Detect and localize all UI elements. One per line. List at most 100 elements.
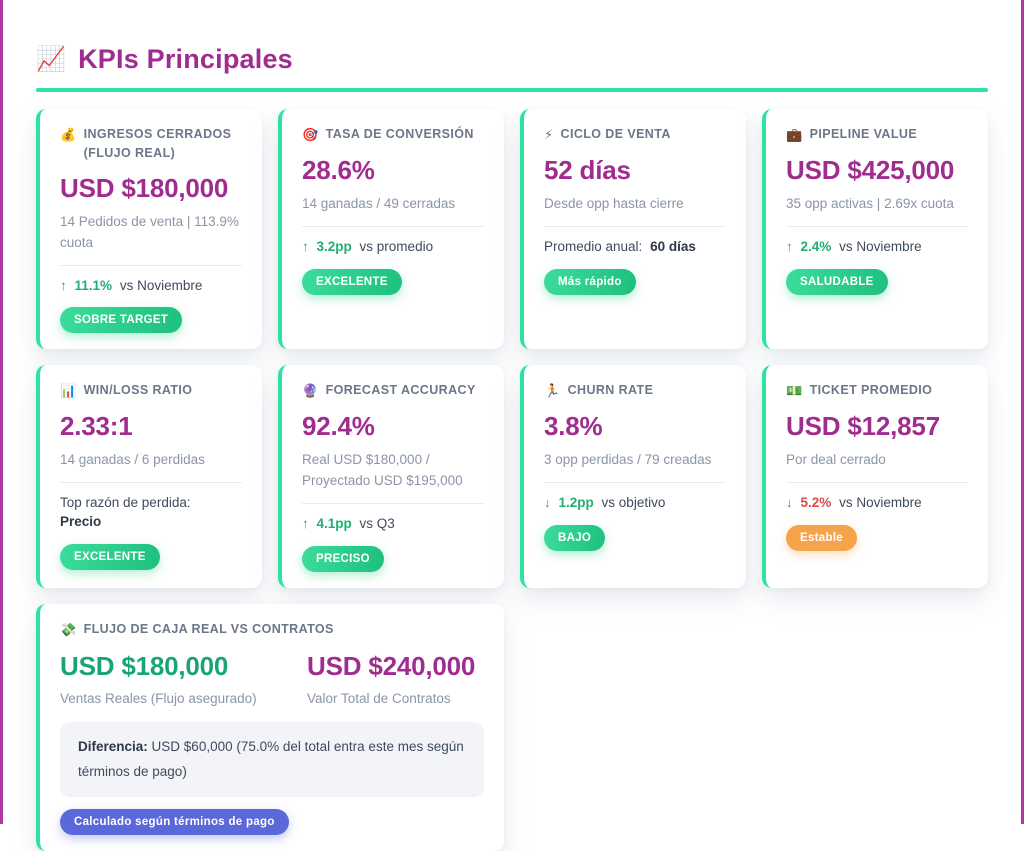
flow-contracts-column: USD $240,000 Valor Total de Contratos (307, 651, 484, 705)
kpi-trend: ↓ 1.2pp vs objetivo (544, 494, 726, 513)
trend-up-arrow-icon: ↑ (60, 278, 67, 293)
divider (302, 503, 484, 504)
kpi-value: 2.33:1 (60, 411, 242, 442)
kpi-card-header: ⚡ CICLO DE VENTA (544, 125, 726, 145)
divider (544, 482, 726, 483)
dashboard-frame: 📈 KPIs Principales 💰 INGRESOS CERRADOS (… (0, 0, 1024, 824)
kpi-value: USD $425,000 (786, 155, 968, 186)
trend-up-arrow-icon: ↑ (302, 516, 309, 531)
kpi-trend: ↑ 4.1pp vs Q3 (302, 515, 484, 534)
trend-comparison: vs Noviembre (120, 278, 203, 293)
divider (544, 226, 726, 227)
kpi-trend: ↓ 5.2% vs Noviembre (786, 494, 968, 513)
kpi-value: 28.6% (302, 155, 484, 186)
status-badge: PRECISO (302, 546, 384, 572)
context-prefix: Top razón de perdida: (60, 495, 191, 510)
kpi-grid: 💰 INGRESOS CERRADOS (FLUJO REAL) USD $18… (36, 109, 988, 851)
trend-value: 11.1% (75, 278, 113, 293)
kpi-label: CICLO DE VENTA (561, 125, 671, 144)
status-badge: EXCELENTE (302, 269, 402, 295)
kpi-subtitle: Desde opp hasta cierre (544, 194, 726, 215)
kpi-label: PIPELINE VALUE (810, 125, 917, 144)
kpi-subtitle: 3 opp perdidas / 79 creadas (544, 450, 726, 471)
divider (60, 265, 242, 266)
kpi-card-header: 💼 PIPELINE VALUE (786, 125, 968, 145)
kpi-card-ingresos-cerrados: 💰 INGRESOS CERRADOS (FLUJO REAL) USD $18… (36, 109, 262, 349)
flow-real-label: Ventas Reales (Flujo asegurado) (60, 691, 307, 706)
money-bag-icon: 💰 (60, 125, 77, 145)
kpi-trend: ↑ 11.1% vs Noviembre (60, 277, 242, 296)
kpi-trend: ↑ 2.4% vs Noviembre (786, 238, 968, 257)
flow-real-value: USD $180,000 (60, 651, 307, 682)
kpi-label: CHURN RATE (568, 381, 654, 400)
trend-value: 4.1pp (317, 516, 352, 531)
trend-up-arrow-icon: ↑ (302, 239, 309, 254)
briefcase-icon: 💼 (786, 125, 803, 145)
kpi-subtitle: 14 Pedidos de venta | 113.9% cuota (60, 212, 242, 254)
page-title: 📈 KPIs Principales (36, 44, 988, 75)
status-badge: Más rápido (544, 269, 636, 295)
kpi-card-win-loss-ratio: 📊 WIN/LOSS RATIO 2.33:1 14 ganadas / 6 p… (36, 365, 262, 587)
trend-value: 1.2pp (559, 495, 594, 510)
trend-comparison: vs Noviembre (839, 239, 922, 254)
kpi-value: 52 días (544, 155, 726, 186)
trend-comparison: vs Q3 (360, 516, 395, 531)
flow-real-column: USD $180,000 Ventas Reales (Flujo asegur… (60, 651, 307, 705)
chart-increasing-icon: 📈 (36, 45, 66, 74)
trend-comparison: vs objetivo (602, 495, 666, 510)
kpi-trend: ↑ 3.2pp vs promedio (302, 238, 484, 257)
kpi-label: FLUJO DE CAJA REAL VS CONTRATOS (84, 620, 334, 639)
kpi-context: Top razón de perdida: Precio (60, 494, 242, 532)
dart-target-icon: 🎯 (302, 125, 319, 145)
trend-value: 3.2pp (317, 239, 352, 254)
money-with-wings-icon: 💸 (60, 620, 77, 640)
page-title-text: KPIs Principales (78, 44, 293, 75)
kpi-value: USD $12,857 (786, 411, 968, 442)
kpi-card-pipeline-value: 💼 PIPELINE VALUE USD $425,000 35 opp act… (762, 109, 988, 349)
banknote-icon: 💵 (786, 381, 803, 401)
kpi-card-header: 💰 INGRESOS CERRADOS (FLUJO REAL) (60, 125, 242, 163)
status-badge: SALUDABLE (786, 269, 888, 295)
runner-icon: 🏃 (544, 381, 561, 401)
kpi-card-ticket-promedio: 💵 TICKET PROMEDIO USD $12,857 Por deal c… (762, 365, 988, 587)
status-badge: BAJO (544, 525, 605, 551)
context-highlight: 60 días (650, 239, 696, 254)
kpi-label: INGRESOS CERRADOS (FLUJO REAL) (84, 125, 242, 163)
kpi-value: USD $180,000 (60, 173, 242, 204)
kpi-label: WIN/LOSS RATIO (84, 381, 193, 400)
divider (786, 482, 968, 483)
kpi-card-header: 🔮 FORECAST ACCURACY (302, 381, 484, 401)
trend-comparison: vs Noviembre (839, 495, 922, 510)
divider (786, 226, 968, 227)
kpi-context: Promedio anual: 60 días (544, 238, 726, 257)
kpi-card-churn-rate: 🏃 CHURN RATE 3.8% 3 opp perdidas / 79 cr… (520, 365, 746, 587)
difference-note-label: Diferencia: (78, 739, 152, 754)
kpi-card-tasa-conversion: 🎯 TASA DE CONVERSIÓN 28.6% 14 ganadas / … (278, 109, 504, 349)
trend-value: 5.2% (801, 495, 832, 510)
kpi-value: 92.4% (302, 411, 484, 442)
divider (60, 482, 242, 483)
divider (302, 226, 484, 227)
bar-chart-icon: 📊 (60, 381, 77, 401)
kpi-subtitle: Real USD $180,000 / Proyectado USD $195,… (302, 450, 484, 492)
status-badge: EXCELENTE (60, 544, 160, 570)
kpi-label: FORECAST ACCURACY (326, 381, 476, 400)
trend-down-arrow-icon: ↓ (544, 495, 551, 510)
status-badge: SOBRE TARGET (60, 307, 182, 333)
kpi-subtitle: Por deal cerrado (786, 450, 968, 471)
kpi-card-header: 📊 WIN/LOSS RATIO (60, 381, 242, 401)
kpi-card-ciclo-venta: ⚡ CICLO DE VENTA 52 días Desde opp hasta… (520, 109, 746, 349)
kpi-card-forecast-accuracy: 🔮 FORECAST ACCURACY 92.4% Real USD $180,… (278, 365, 504, 587)
lightning-icon: ⚡ (544, 125, 554, 145)
kpi-card-header: 💸 FLUJO DE CAJA REAL VS CONTRATOS (60, 620, 484, 640)
context-prefix: Promedio anual: (544, 239, 642, 254)
kpi-card-header: 🏃 CHURN RATE (544, 381, 726, 401)
kpi-card-header: 💵 TICKET PROMEDIO (786, 381, 968, 401)
trend-value: 2.4% (801, 239, 832, 254)
trend-down-arrow-icon: ↓ (786, 495, 793, 510)
kpi-card-header: 🎯 TASA DE CONVERSIÓN (302, 125, 484, 145)
kpi-subtitle: 14 ganadas / 49 cerradas (302, 194, 484, 215)
trend-comparison: vs promedio (360, 239, 434, 254)
kpi-value: 3.8% (544, 411, 726, 442)
status-badge: Estable (786, 525, 857, 551)
